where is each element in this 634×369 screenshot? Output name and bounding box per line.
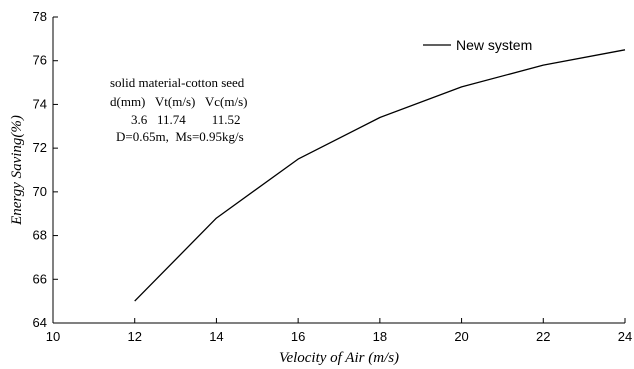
y-tick-label: 78 [33,9,47,24]
legend-label-new-system: New system [456,37,532,53]
y-axis-title: Energy Saving(%) [9,115,25,226]
y-tick-label: 70 [33,184,47,199]
annotation-line-1: solid material-cotton seed [110,75,245,90]
series-group [134,49,626,302]
y-tick-label: 74 [33,96,47,111]
annotation-line-2: d(mm) Vt(m/s) Vc(m/s) [110,94,247,109]
y-ticks: 64 66 68 70 72 74 76 78 [33,9,58,330]
x-tick-label: 10 [46,329,60,344]
legend: New system [423,37,532,53]
annotation-line-3: 3.6 11.74 11.52 [131,112,241,127]
y-tick-label: 68 [33,228,47,243]
axes [52,17,625,324]
x-tick-label: 16 [291,329,305,344]
y-tick-label: 72 [33,140,47,155]
x-tick-label: 20 [454,329,468,344]
y-tick-label: 66 [33,271,47,286]
x-ticks: 10 12 14 16 18 20 22 24 [46,318,632,344]
x-tick-label: 12 [127,329,141,344]
x-tick-label: 24 [618,329,632,344]
x-axis-title: Velocity of Air (m/s) [279,350,399,366]
x-tick-label: 22 [536,329,550,344]
annotation-box: solid material-cotton seed d(mm) Vt(m/s)… [110,75,247,144]
y-tick-label: 64 [33,315,47,330]
series-line-new-system [134,49,626,302]
annotation-line-4: D=0.65m, Ms=0.95kg/s [116,129,244,144]
x-tick-label: 14 [209,329,223,344]
y-tick-label: 76 [33,53,47,68]
x-tick-label: 18 [373,329,387,344]
